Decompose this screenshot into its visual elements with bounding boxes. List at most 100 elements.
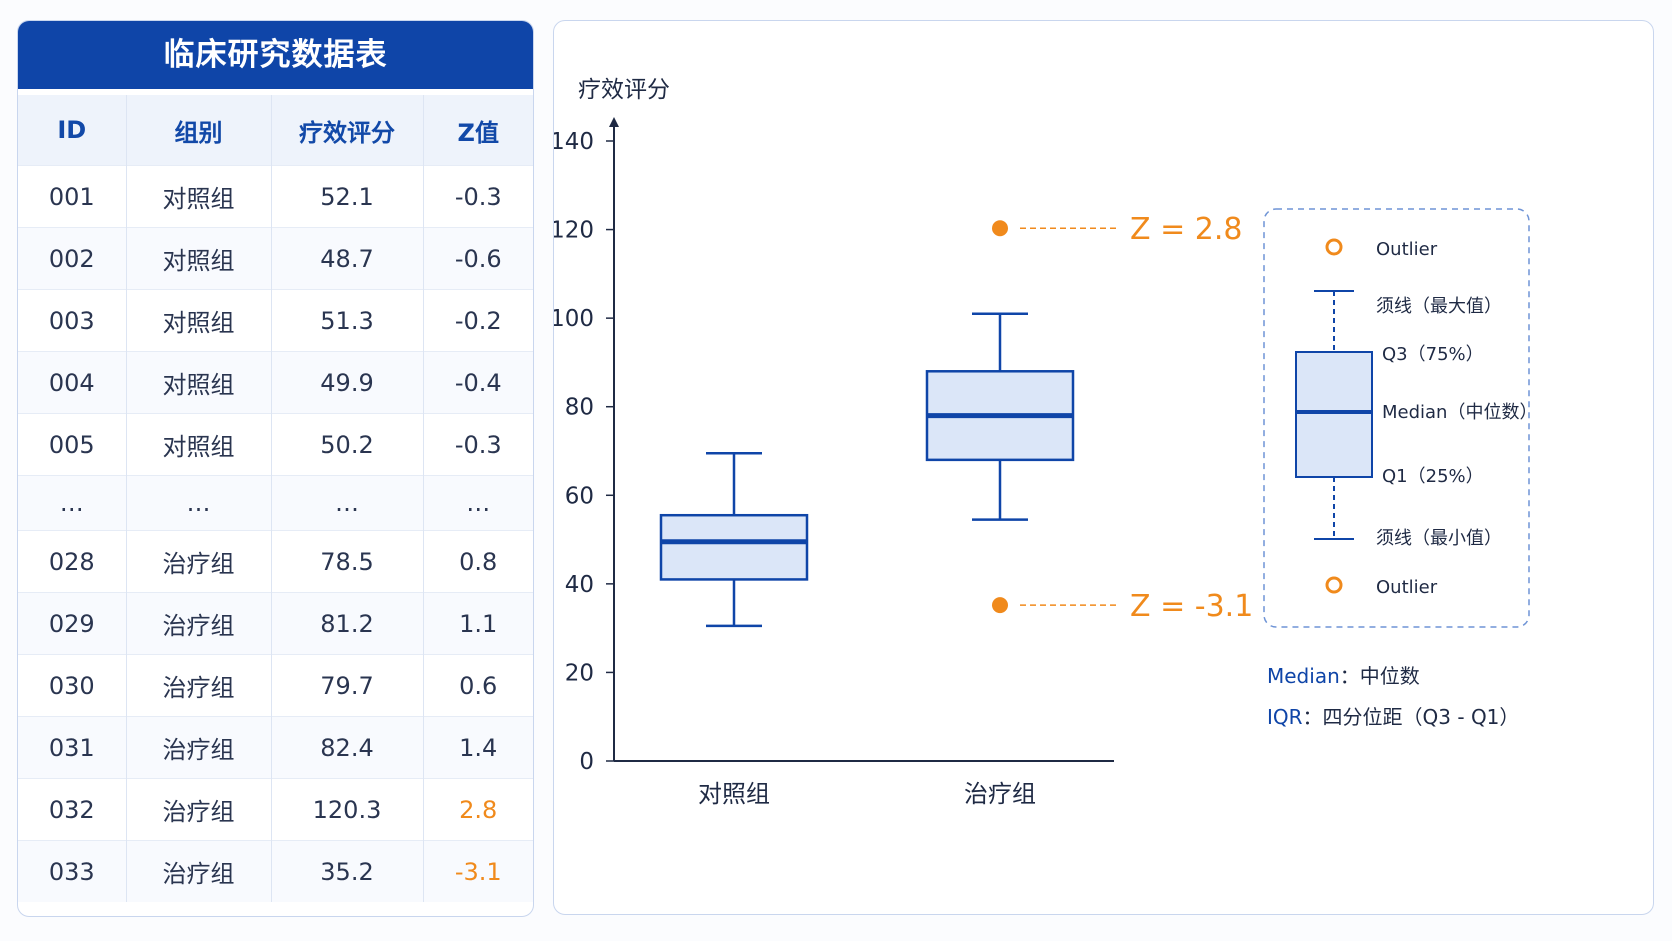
- cell-score: 48.7: [271, 227, 424, 290]
- cell-z: -0.3: [423, 413, 533, 476]
- cell-group: 治疗组: [126, 778, 272, 841]
- y-tick-label: 80: [565, 395, 594, 421]
- table-row: 003 对照组 51.3 -0.2: [18, 289, 533, 352]
- note-term: IQR: [1267, 705, 1303, 729]
- header-z: Z值: [423, 95, 533, 166]
- cell-id: 030: [18, 654, 127, 717]
- note-term: Median: [1267, 664, 1340, 688]
- note-line: IQR：四分位距（Q3 - Q1）: [1267, 705, 1519, 729]
- y-tick-label: 20: [565, 660, 594, 686]
- legend-q1-label: Q1（25%）: [1382, 466, 1484, 487]
- cell-z: 2.8: [423, 778, 533, 841]
- y-tick-label: 120: [554, 218, 594, 244]
- boxplot-chart: 疗效评分 0 20 40 60 80 100 120 140 对照组 治疗组 Z = 2.8 Z = -…: [554, 77, 1537, 808]
- cell-z: -3.1: [423, 840, 533, 902]
- cell-group: 治疗组: [126, 654, 272, 717]
- note-line: Median：中位数: [1267, 664, 1420, 688]
- cell-id: 033: [18, 840, 127, 902]
- table-row: 030 治疗组 79.7 0.6: [18, 654, 533, 717]
- y-tick-label: 100: [554, 306, 594, 332]
- cell-score: 52.1: [271, 165, 424, 228]
- table-header-row: ID 组别 疗效评分 Z值: [18, 95, 533, 166]
- cell-id: 028: [18, 530, 127, 593]
- table-title: 临床研究数据表: [18, 21, 533, 89]
- legend-outlier-top-label: Outlier: [1376, 239, 1438, 260]
- table-row: 029 治疗组 81.2 1.1: [18, 592, 533, 655]
- cell-id: 032: [18, 778, 127, 841]
- legend-q3-label: Q3（75%）: [1382, 344, 1484, 365]
- cell-id: 001: [18, 165, 127, 228]
- outlier-point: [992, 597, 1008, 614]
- legend-outlier-bottom-marker: [1325, 576, 1343, 594]
- cell-group: 对照组: [126, 413, 272, 476]
- y-tick-label: 0: [579, 749, 594, 775]
- data-table-panel: 临床研究数据表 ID 组别 疗效评分 Z值 001 对照组 52.1 -0.3 002 对…: [17, 20, 534, 917]
- header-score: 疗效评分: [271, 95, 424, 166]
- table-row: 031 治疗组 82.4 1.4: [18, 716, 533, 779]
- y-axis-label: 疗效评分: [578, 77, 670, 103]
- legend-iqr-box: [1295, 351, 1373, 478]
- cell-group: 治疗组: [126, 592, 272, 655]
- cell-score: 81.2: [271, 592, 424, 655]
- y-tick-label: 40: [565, 572, 594, 598]
- table-row: 004 对照组 49.9 -0.4: [18, 351, 533, 414]
- cell-group: 治疗组: [126, 840, 272, 902]
- cell-score: 35.2: [271, 840, 424, 902]
- y-axis-arrow: [609, 117, 619, 127]
- outlier-point: [992, 220, 1008, 237]
- cell-group: 对照组: [126, 227, 272, 290]
- cell-group: 治疗组: [126, 530, 272, 593]
- outlier-z-label: Z = 2.8: [1130, 212, 1242, 247]
- iqr-box: [659, 513, 809, 581]
- cell-id: …: [18, 475, 127, 531]
- cell-z: -0.2: [423, 289, 533, 352]
- header-id: ID: [18, 95, 127, 166]
- header-group: 组别: [126, 95, 272, 166]
- cell-group: …: [126, 475, 272, 531]
- cell-id: 031: [18, 716, 127, 779]
- cell-group: 治疗组: [126, 716, 272, 779]
- cell-score: 51.3: [271, 289, 424, 352]
- cell-z: 0.6: [423, 654, 533, 717]
- cell-z: -0.3: [423, 165, 533, 228]
- cell-score: …: [271, 475, 424, 531]
- cell-z: 0.8: [423, 530, 533, 593]
- table-row: 032 治疗组 120.3 2.8: [18, 778, 533, 841]
- cell-score: 78.5: [271, 530, 424, 593]
- table-row: 028 治疗组 78.5 0.8: [18, 530, 533, 593]
- legend-whisker-max-label: 须线（最大值）: [1376, 296, 1502, 317]
- data-table: ID 组别 疗效评分 Z值 001 对照组 52.1 -0.3 002 对照组 48.7 -0…: [18, 95, 533, 902]
- cell-score: 120.3: [271, 778, 424, 841]
- cell-id: 005: [18, 413, 127, 476]
- cell-id: 002: [18, 227, 127, 290]
- cell-id: 004: [18, 351, 127, 414]
- cell-score: 82.4: [271, 716, 424, 779]
- cell-id: 003: [18, 289, 127, 352]
- cell-z: 1.4: [423, 716, 533, 779]
- legend-whisker-min-label: 须线（最小值）: [1376, 528, 1502, 549]
- table-row: …………: [18, 475, 533, 531]
- cell-z: -0.4: [423, 351, 533, 414]
- legend-box: [1263, 208, 1530, 628]
- legend-outlier-top-marker: [1325, 238, 1343, 256]
- legend-outlier-bottom-label: Outlier: [1376, 577, 1438, 598]
- legend-median-label: Median（中位数）: [1382, 402, 1537, 423]
- cell-z: -0.6: [423, 227, 533, 290]
- cell-group: 对照组: [126, 351, 272, 414]
- cell-z: 1.1: [423, 592, 533, 655]
- table-row: 001 对照组 52.1 -0.3: [18, 165, 533, 228]
- cell-score: 50.2: [271, 413, 424, 476]
- x-tick-label: 对照组: [698, 780, 770, 808]
- x-tick-label: 治疗组: [964, 780, 1036, 808]
- cell-id: 029: [18, 592, 127, 655]
- table-row: 002 对照组 48.7 -0.6: [18, 227, 533, 290]
- cell-score: 49.9: [271, 351, 424, 414]
- y-tick-label: 140: [554, 129, 594, 155]
- outlier-z-label: Z = -3.1: [1130, 589, 1253, 624]
- cell-score: 79.7: [271, 654, 424, 717]
- boxplot-chart-panel: 疗效评分 0 20 40 60 80 100 120 140 对照组 治疗组 Z = 2.8 Z = -…: [553, 20, 1654, 915]
- note-description: ：四分位距（Q3 - Q1）: [1303, 705, 1520, 729]
- cell-group: 对照组: [126, 289, 272, 352]
- cell-z: …: [423, 475, 533, 531]
- y-tick-label: 60: [565, 483, 594, 509]
